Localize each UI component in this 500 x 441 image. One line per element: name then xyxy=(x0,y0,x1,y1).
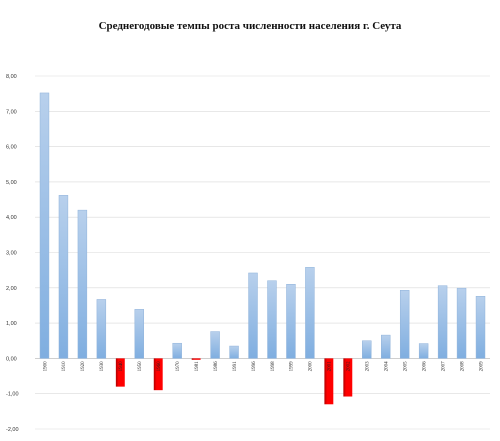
chart-title: Среднегодовые темпы роста численности на… xyxy=(98,20,402,32)
x-tick-label: 1998 xyxy=(271,361,276,372)
y-tick-label: 7,00 xyxy=(6,109,17,115)
x-tick-label: 2004 xyxy=(385,361,390,372)
bar-1960 xyxy=(153,358,163,391)
y-tick-label: 6,00 xyxy=(6,145,17,151)
bar-1981 xyxy=(191,358,201,360)
x-tick-label: 1999 xyxy=(290,361,295,372)
bar-2000 xyxy=(305,267,315,359)
x-tick-label: 2008 xyxy=(460,361,465,372)
x-tick-label: 1960 xyxy=(157,361,162,372)
x-tick-label: 1996 xyxy=(252,361,257,372)
y-tick-label: 4,00 xyxy=(6,215,17,221)
x-tick-label: 1930 xyxy=(100,361,105,372)
bar-1940 xyxy=(115,358,125,387)
x-tick-label: 1950 xyxy=(138,361,143,372)
bar-1920 xyxy=(77,209,88,359)
x-tick-label: 2007 xyxy=(441,361,446,372)
bar-2009 xyxy=(475,296,486,359)
y-axis-tick-labels: -2,00 -1,00 0,00 1,00 2,00 3,00 4,00 5,00 6,00 7,… xyxy=(6,74,19,433)
gridlines xyxy=(35,75,490,430)
bar-1900 xyxy=(39,92,50,359)
x-tick-label: 1970 xyxy=(176,361,181,372)
y-tick-label: 8,00 xyxy=(6,74,17,80)
bar-2003 xyxy=(362,340,372,359)
x-tick-label: 2003 xyxy=(366,361,371,372)
y-tick-label: -1,00 xyxy=(6,392,19,398)
y-tick-label: 5,00 xyxy=(6,180,17,186)
x-tick-label: 1910 xyxy=(62,361,67,372)
x-tick-label: 1920 xyxy=(81,361,86,372)
bar-2005 xyxy=(399,290,410,359)
bar-1998 xyxy=(267,280,277,359)
bar-2007 xyxy=(437,285,448,359)
x-tick-label: 1940 xyxy=(119,361,124,372)
x-tick-label: 2006 xyxy=(422,361,427,372)
x-tick-label: 2009 xyxy=(479,361,484,372)
bar-1910 xyxy=(58,195,69,359)
x-tick-label: 1981 xyxy=(195,361,200,372)
bar-1930 xyxy=(96,299,107,359)
y-tick-label: 3,00 xyxy=(6,251,17,257)
x-tick-label: 1991 xyxy=(233,361,238,372)
bar-2006 xyxy=(418,343,429,359)
bar-2001 xyxy=(324,358,334,405)
bar-2004 xyxy=(381,334,391,359)
bar-1950 xyxy=(134,309,144,359)
y-tick-label: 1,00 xyxy=(6,321,17,327)
x-tick-label: 1900 xyxy=(43,361,48,372)
bar-2008 xyxy=(456,287,467,359)
y-tick-label: 0,00 xyxy=(6,356,17,362)
bar-1991 xyxy=(229,345,239,359)
bar-2002 xyxy=(343,358,353,397)
bar-1970 xyxy=(172,342,182,359)
x-tick-label: 2001 xyxy=(328,361,333,372)
x-tick-label: 1986 xyxy=(214,361,219,372)
bar-1996 xyxy=(248,272,258,359)
y-tick-label: 2,00 xyxy=(6,286,17,292)
bars xyxy=(39,92,486,405)
x-tick-label: 2002 xyxy=(347,361,352,372)
x-tick-label: 2005 xyxy=(403,361,408,372)
bar-1986 xyxy=(210,331,220,359)
y-tick-label: -2,00 xyxy=(6,427,19,433)
x-tick-label: 2000 xyxy=(309,361,314,372)
bar-1999 xyxy=(286,284,296,359)
x-axis-tick-labels: 1900 1910 1920 1930 1940 1950 1960 1970 1981 1986… xyxy=(43,361,484,372)
